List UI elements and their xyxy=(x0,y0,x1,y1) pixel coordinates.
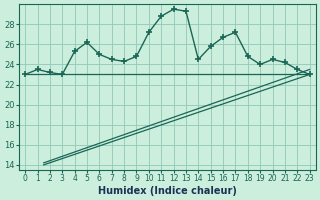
X-axis label: Humidex (Indice chaleur): Humidex (Indice chaleur) xyxy=(98,186,237,196)
